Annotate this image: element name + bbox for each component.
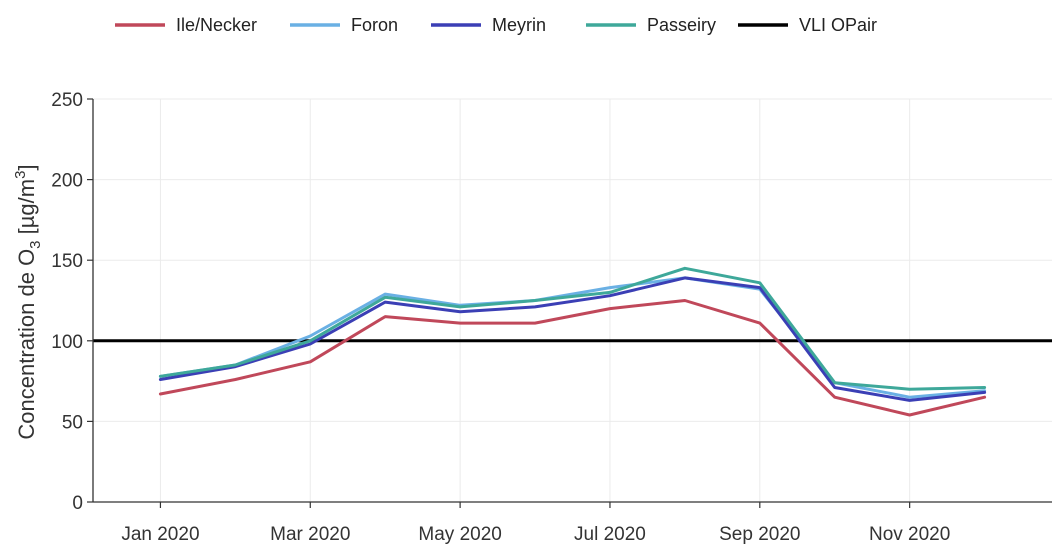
- legend-label-passeiry: Passeiry: [647, 15, 716, 35]
- y-axis-title: Concentration de O3 [µg/m3]: [12, 164, 44, 439]
- y-tick-label: 100: [51, 332, 83, 353]
- series-lines: [158, 266, 987, 417]
- axes: [92, 99, 1052, 503]
- x-axis-ticks: Jan 2020 Mar 2020 May 2020 Jul 2020 Sep 2020…: [121, 502, 950, 545]
- y-tick-label: 250: [51, 90, 83, 111]
- legend-label-meyrin: Meyrin: [492, 15, 546, 35]
- series-line-passeiry: [158, 266, 987, 391]
- x-tick-label: Jan 2020: [121, 524, 199, 545]
- y-tick-label: 0: [72, 493, 83, 514]
- y-tick-label: 50: [62, 412, 83, 433]
- x-tick-label: May 2020: [418, 524, 501, 545]
- y-axis-ticks: 0 50 100 150 200 250: [51, 90, 93, 514]
- x-tick-label: Mar 2020: [270, 524, 350, 545]
- legend-label-vli-opair: VLI OPair: [799, 15, 877, 35]
- series-line-ile-necker: [158, 299, 987, 417]
- y-tick-label: 150: [51, 251, 83, 272]
- y-tick-label: 200: [51, 171, 83, 192]
- legend-label-ile-necker: Ile/Necker: [176, 15, 257, 35]
- legend-label-foron: Foron: [351, 15, 398, 35]
- x-tick-label: Jul 2020: [574, 524, 646, 545]
- x-tick-label: Sep 2020: [719, 524, 800, 545]
- x-tick-label: Nov 2020: [869, 524, 950, 545]
- legend: Ile/Necker Foron Meyrin Passeiry VLI OPair: [115, 15, 877, 35]
- series-line-meyrin: [158, 276, 987, 402]
